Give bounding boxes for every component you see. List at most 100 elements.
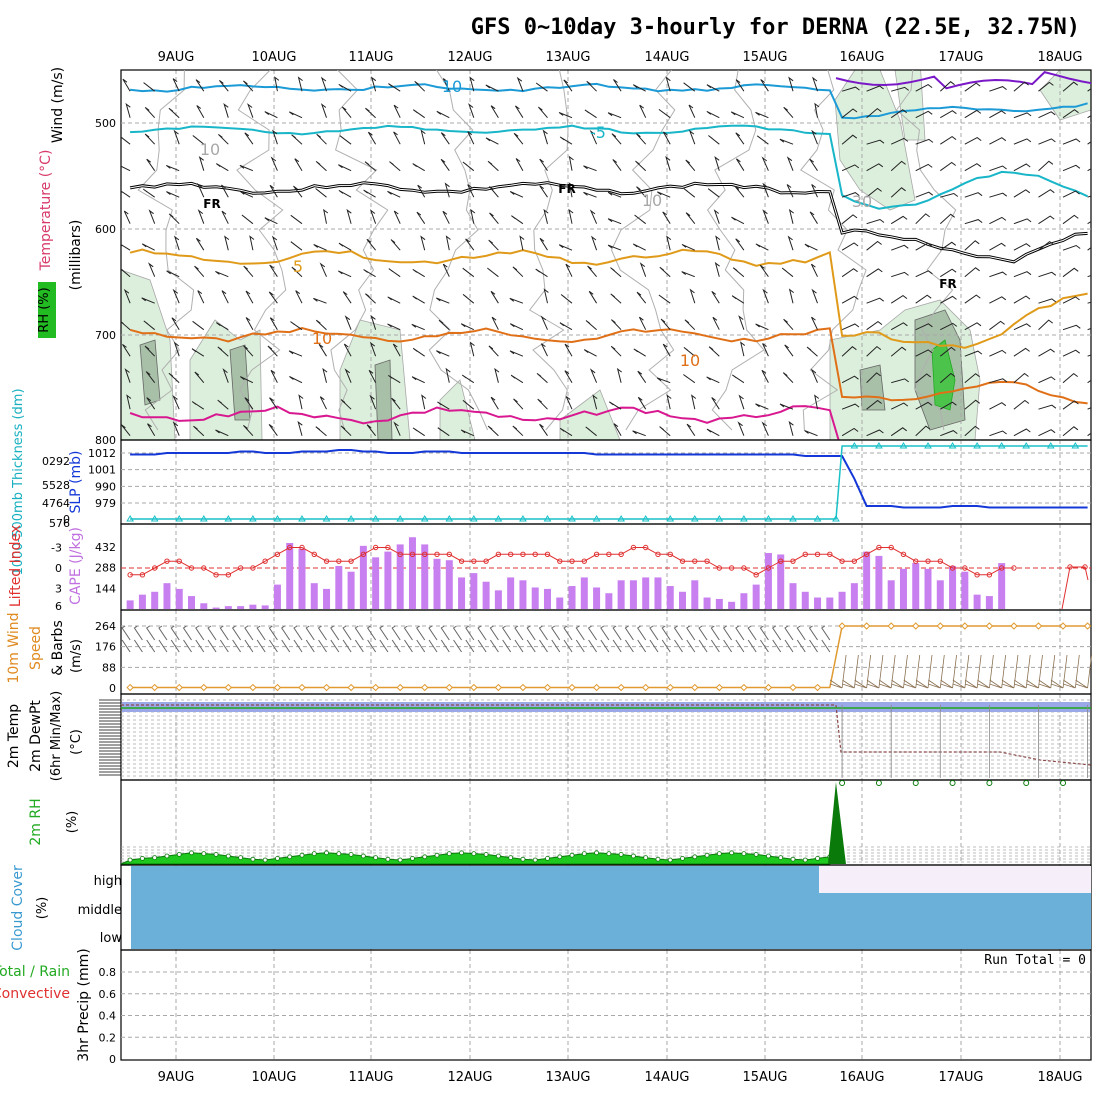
wind-barb	[613, 423, 622, 436]
top-date-label: 16AUG	[839, 50, 884, 65]
precip-axis-label: 3hr Precip (mm)	[76, 948, 92, 1061]
wind-barb	[125, 102, 131, 118]
wind-barb	[243, 345, 254, 357]
wind-barb-10m	[747, 625, 757, 653]
cape-bar	[519, 580, 527, 609]
wind-barb	[940, 241, 957, 251]
wind-barb	[416, 211, 426, 224]
wind-barb	[964, 219, 983, 225]
li-marker	[250, 565, 256, 571]
wind-barb	[462, 400, 475, 410]
wind-barb	[1013, 428, 1031, 437]
bottom-date-label: 17AUG	[938, 1070, 983, 1085]
li-marker	[778, 558, 784, 564]
cape-bar	[863, 551, 871, 609]
wind-barb	[172, 421, 180, 436]
rh2m-marker	[324, 850, 329, 856]
wind-barb	[915, 373, 931, 384]
wind-barb	[610, 293, 622, 304]
wind-barb	[216, 163, 229, 172]
cape-bar	[654, 577, 662, 609]
wind-barb	[391, 397, 401, 410]
wind-barb	[1038, 111, 1056, 119]
wind-barb	[542, 129, 548, 145]
wind-barb	[365, 107, 376, 119]
wind-barb	[811, 288, 818, 304]
wind-barb	[218, 134, 229, 145]
wind-barb	[173, 235, 180, 251]
wind-barb	[841, 323, 860, 331]
wind-barb	[1062, 109, 1079, 119]
wind-barb	[462, 267, 475, 278]
wind-barb	[1013, 163, 1031, 172]
wind-barb	[462, 294, 475, 304]
wind-barb	[964, 109, 982, 119]
rh2m-marker	[275, 856, 280, 861]
wind-barb-10m	[244, 625, 254, 653]
li-marker	[679, 558, 686, 564]
wind-barb	[633, 348, 646, 357]
wind-barb	[779, 403, 794, 410]
wind-barb	[143, 320, 156, 331]
wind-barb	[1038, 240, 1054, 251]
wind-barb	[712, 316, 720, 330]
rh2m-marker	[348, 852, 354, 857]
precip-total-label: Total / Rain	[0, 964, 70, 980]
wind-barb	[1013, 399, 1030, 410]
bottom-date-label: 18AUG	[1037, 1070, 1082, 1085]
wind-barb	[442, 210, 450, 224]
li-marker	[262, 558, 268, 564]
thickness-marker	[1071, 442, 1080, 449]
wind-barb	[245, 290, 254, 304]
cape-bar	[249, 604, 257, 609]
wind-barb	[291, 134, 303, 145]
li-marker	[434, 551, 440, 558]
wind-barb	[146, 397, 156, 410]
wind10m-unit-label: (m/s)	[69, 639, 84, 673]
cape-bar	[593, 587, 601, 609]
wind-tick-label: 88	[102, 661, 116, 674]
li-marker	[385, 544, 391, 551]
wind-barb	[616, 367, 622, 383]
wind-barb	[470, 208, 476, 224]
cape-bar	[568, 586, 576, 609]
wind-barb	[315, 426, 327, 437]
wind-barb	[294, 158, 303, 171]
thickness-marker	[150, 515, 159, 522]
cape-bar	[200, 603, 208, 609]
wind-barb	[223, 102, 229, 118]
wind-barb	[1087, 168, 1091, 172]
cape-bar	[445, 560, 453, 609]
rh2m-marker	[483, 852, 489, 857]
isotherm-line-inner	[130, 182, 1088, 263]
wind-barb	[469, 76, 475, 92]
cape-bar	[458, 577, 466, 609]
y-axis-labels: Wind (m/s) Temperature (°C) RH (%) (milliba…	[0, 67, 92, 1062]
wind-barb	[841, 134, 858, 145]
isotherm-label: -5	[590, 123, 606, 142]
wind-barb	[239, 164, 254, 172]
wind-barb	[989, 271, 1007, 278]
rh-legend-box	[38, 282, 56, 338]
wind-barb-10m	[1026, 654, 1043, 689]
wind-barb-10m	[612, 625, 622, 653]
wind-barb	[387, 190, 401, 198]
wind-barb	[168, 372, 180, 384]
wind-barb	[1013, 218, 1032, 225]
wind-barb	[249, 235, 255, 251]
wind-barb-10m	[477, 625, 487, 653]
li-axis-label: Lifted Index	[8, 525, 24, 607]
wind-barb	[173, 341, 180, 357]
wind-barb	[1013, 138, 1032, 145]
wind-barb	[172, 288, 180, 304]
thickness-marker	[199, 515, 208, 522]
wind-barb	[689, 288, 696, 304]
wind-barb	[536, 373, 548, 384]
wind-barb	[543, 208, 549, 224]
wind-barb	[989, 402, 1007, 410]
wind-barb	[221, 184, 229, 198]
wind-barb	[706, 110, 720, 119]
wind-barb	[244, 132, 254, 145]
wind-barb	[143, 82, 156, 92]
wind-barb	[662, 343, 671, 357]
